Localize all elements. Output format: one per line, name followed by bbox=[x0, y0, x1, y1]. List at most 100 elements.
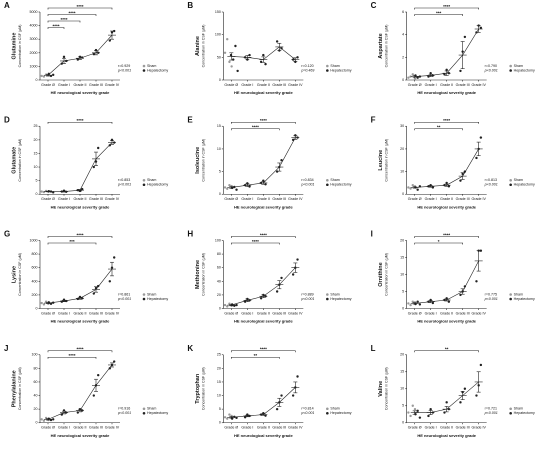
y-tick-label: 0 bbox=[402, 192, 404, 196]
legend-label: Hepatectomy bbox=[147, 68, 168, 72]
data-point bbox=[431, 301, 435, 305]
data-point bbox=[275, 40, 279, 43]
correlation-r: r=0.813 bbox=[485, 178, 497, 182]
y-tick-label: 150 bbox=[215, 10, 221, 14]
data-point bbox=[97, 146, 100, 150]
correlation-p: p=0.469 bbox=[300, 68, 314, 72]
legend-label: Hepatectomy bbox=[514, 411, 535, 415]
correlation-p: p<0.001 bbox=[484, 68, 498, 72]
significance-label: **** bbox=[68, 353, 75, 358]
y-axis-label: Concentration in CSF (µM) bbox=[18, 253, 22, 296]
panel: H Methionine Concentration in CSF (µM) 0 20 4… bbox=[187, 230, 351, 324]
legend-label: Sham bbox=[514, 292, 523, 296]
y-tick-label: 15 bbox=[400, 255, 404, 259]
significance-label: **** bbox=[76, 232, 83, 237]
x-tick-label: Grade II bbox=[257, 197, 270, 201]
x-tick-label: Grade I bbox=[425, 83, 437, 87]
panel-letter: F bbox=[371, 115, 376, 124]
panel-title: Aspartate bbox=[378, 33, 384, 58]
y-tick-label: 5 bbox=[219, 407, 221, 411]
significance-label: **** bbox=[252, 125, 259, 130]
legend-marker bbox=[509, 411, 512, 415]
x-tick-label: Grade II bbox=[440, 83, 453, 87]
x-axis-label: HE neurological severity grade bbox=[417, 90, 476, 95]
y-tick-label: 15 bbox=[400, 370, 404, 374]
x-tick-label: Grade II bbox=[257, 311, 270, 315]
correlation-r: r=0.775 bbox=[485, 292, 497, 296]
data-point bbox=[418, 303, 422, 306]
panel-letter: C bbox=[371, 1, 377, 10]
panel-letter: I bbox=[371, 230, 373, 239]
data-point bbox=[411, 183, 414, 187]
significance-bracket bbox=[47, 27, 65, 29]
y-tick-label: 25 bbox=[217, 353, 221, 357]
x-axis-label: HE neurological severity grade bbox=[417, 433, 476, 438]
data-point bbox=[40, 418, 43, 421]
panel-letter: E bbox=[187, 115, 193, 124]
correlation-r: r=0.834 bbox=[301, 178, 313, 182]
y-tick-label: 5000 bbox=[30, 10, 38, 14]
data-point bbox=[40, 301, 43, 305]
legend-marker bbox=[142, 411, 146, 415]
y-tick-label: 0 bbox=[36, 306, 38, 310]
y-tick-label: 0 bbox=[36, 192, 38, 196]
legend-marker bbox=[509, 297, 512, 301]
data-point bbox=[413, 407, 417, 411]
data-point bbox=[113, 29, 116, 33]
data-point bbox=[264, 183, 267, 186]
x-tick-label: Grade IV bbox=[288, 197, 303, 201]
data-point bbox=[81, 187, 84, 191]
x-tick-label: Grade III bbox=[456, 311, 470, 315]
data-point bbox=[429, 407, 432, 411]
y-tick-label: 20 bbox=[217, 366, 221, 370]
x-tick-label: Grade II bbox=[257, 83, 270, 87]
data-point bbox=[264, 62, 267, 66]
panel: B Alanine Concentration in CSF (µM) 0 50 100 1… bbox=[187, 1, 351, 95]
x-tick-label: Grade IV bbox=[471, 311, 486, 315]
legend-marker bbox=[509, 64, 512, 68]
panel-letter: D bbox=[4, 115, 10, 124]
y-tick-label: 20 bbox=[34, 407, 38, 411]
y-axis-label: Concentration in CSF (µM) bbox=[201, 253, 205, 296]
y-axis-label: Concentration in CSF (µM) bbox=[201, 139, 205, 182]
legend-label: Sham bbox=[147, 407, 156, 411]
data-point bbox=[418, 416, 422, 419]
y-tick-label: 50 bbox=[217, 55, 221, 59]
legend-label: Sham bbox=[330, 407, 339, 411]
legend-marker bbox=[326, 297, 329, 301]
x-tick-label: Grade III bbox=[272, 83, 286, 87]
x-tick-label: Grade II bbox=[440, 197, 453, 201]
data-point bbox=[226, 38, 229, 41]
data-point bbox=[463, 387, 467, 390]
y-tick-label: 0 bbox=[36, 421, 38, 425]
data-point bbox=[92, 165, 96, 169]
panel-title: Phenylalanine bbox=[11, 370, 17, 407]
y-axis-label: Concentration in CSF (µM) bbox=[385, 253, 389, 296]
data-point bbox=[409, 414, 412, 418]
panel-letter: K bbox=[187, 344, 193, 353]
data-point bbox=[232, 58, 235, 61]
y-tick-label: 0 bbox=[219, 78, 221, 82]
x-tick-label: Grade I bbox=[58, 83, 70, 87]
panel-title: Methionine bbox=[195, 260, 201, 289]
correlation-p: p<0.001 bbox=[300, 183, 314, 187]
y-tick-label: 10 bbox=[400, 272, 404, 276]
panel: J Phenylalanine Concentration in CSF (µM) 0… bbox=[4, 344, 168, 438]
y-tick-label: 0 bbox=[402, 306, 404, 310]
data-point bbox=[479, 136, 483, 139]
mean-line bbox=[48, 142, 113, 192]
panel-letter: H bbox=[187, 230, 193, 239]
data-point bbox=[459, 69, 462, 73]
legend-marker bbox=[142, 297, 146, 301]
x-tick-label: Grade II bbox=[74, 83, 87, 87]
data-point bbox=[234, 44, 237, 48]
legend-label: Hepatectomy bbox=[147, 297, 168, 301]
significance-label: *** bbox=[69, 239, 75, 244]
x-tick-label: Grade III bbox=[272, 426, 286, 430]
x-tick-label: Grade Ø bbox=[224, 83, 238, 87]
panel-letter: B bbox=[187, 1, 193, 10]
y-axis-label: Concentration in CSF (µM) bbox=[385, 25, 389, 68]
data-point bbox=[447, 185, 451, 188]
y-tick-label: 200 bbox=[32, 293, 38, 297]
legend-marker bbox=[509, 69, 512, 72]
